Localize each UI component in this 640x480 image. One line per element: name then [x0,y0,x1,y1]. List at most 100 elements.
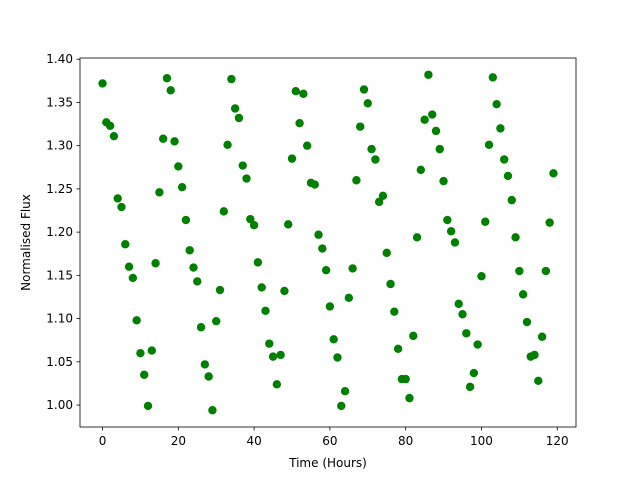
y-axis-label: Normalised Flux [19,194,33,291]
point [185,246,194,255]
point [496,124,505,133]
y-tick-label: 1.25 [46,182,73,196]
y-tick-label: 1.20 [46,225,73,239]
point [321,265,331,275]
point [446,227,456,236]
point [431,126,441,136]
point [158,134,168,143]
point [359,85,369,94]
point [393,344,403,354]
point [458,310,467,319]
point [511,233,520,242]
point [140,370,149,379]
point [238,161,247,170]
point [193,277,202,286]
x-tick-label: 0 [99,434,107,448]
point [492,99,501,109]
point [545,218,554,227]
y-tick-label: 1.40 [46,52,73,66]
point [420,115,429,124]
point [302,141,312,150]
point [329,335,338,344]
point [189,263,198,272]
point [272,380,282,389]
point [409,331,418,341]
point [439,176,448,186]
point [227,74,236,84]
point [215,285,225,295]
point [382,248,391,258]
y-tick-label: 1.10 [46,312,73,326]
point [337,401,346,411]
point [549,169,558,178]
point [151,259,160,268]
point [136,348,145,358]
point [450,238,460,247]
point [143,401,153,411]
point [268,352,278,361]
point [443,215,452,225]
point [416,165,426,175]
point [121,240,130,249]
point [291,86,300,96]
point [223,140,232,150]
point [155,188,164,197]
point [522,317,532,327]
point [340,387,350,396]
x-tick-label: 40 [246,434,261,448]
point [537,332,547,341]
point [484,140,494,150]
point [390,307,399,316]
point [208,406,217,415]
point [174,162,183,171]
point [295,118,304,128]
x-tick-label: 60 [322,434,337,448]
point [469,368,479,378]
x-tick-label: 20 [171,434,186,448]
point [318,244,327,253]
point [462,329,471,338]
point [170,137,179,146]
point [541,266,551,276]
y-tick-label: 1.05 [46,355,73,369]
x-axis-label: Time (Hours) [288,456,367,470]
point [507,195,516,205]
point [284,220,293,229]
point [124,262,134,271]
point [265,339,274,348]
point [249,221,259,230]
x-tick-label: 120 [546,434,569,448]
x-tick-label: 80 [398,434,413,448]
point [367,144,376,154]
point [352,176,361,185]
point [503,171,513,181]
point [280,286,289,296]
point [98,79,107,88]
point [132,316,141,325]
point [261,306,270,316]
point [515,266,524,276]
point [166,86,175,95]
point [356,122,365,131]
point [162,74,172,83]
y-tick-label: 1.30 [46,139,73,153]
y-tick-label: 1.35 [46,95,73,109]
point [386,279,395,289]
point [530,350,539,360]
point [412,233,422,242]
point [348,264,357,273]
point [253,258,263,267]
point [325,302,335,311]
point [481,217,490,226]
point [363,99,372,108]
point [374,197,384,207]
point [424,70,433,79]
point [465,382,475,392]
point [454,299,463,309]
point [234,113,244,123]
point [128,273,138,283]
point [276,350,285,360]
point [401,374,410,384]
point [200,360,210,369]
